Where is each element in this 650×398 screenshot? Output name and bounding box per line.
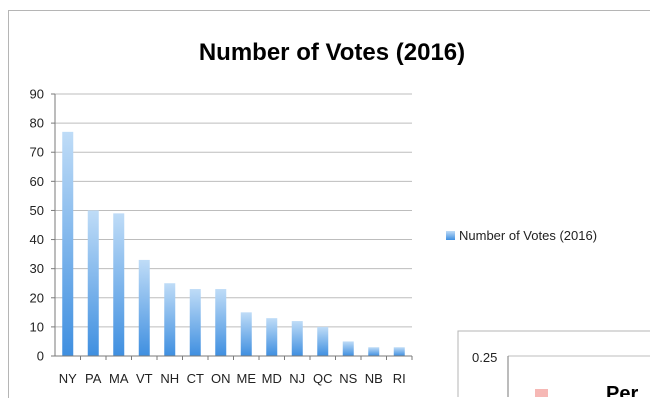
bar-me	[240, 312, 252, 356]
x-tick-label: MD	[262, 371, 282, 386]
x-tick-label: ME	[237, 371, 257, 386]
x-axis-ticks: NY PA MA VT NH CT ON ME MD NJ QC NS NB RI	[59, 356, 413, 386]
x-tick-label: CT	[187, 371, 204, 386]
secondary-chart-title: Per	[606, 383, 638, 397]
legend-swatch	[446, 231, 455, 240]
y-tick-label: 10	[30, 319, 44, 334]
secondary-y-tick: 0.25	[472, 350, 497, 365]
x-tick-label: NB	[365, 371, 383, 386]
x-tick-label: VT	[136, 371, 153, 386]
bars	[62, 131, 405, 356]
gridlines	[55, 93, 412, 328]
y-tick-label: 20	[30, 290, 44, 305]
y-tick-label: 90	[30, 87, 44, 102]
bar-ri	[393, 347, 405, 356]
bar-ct	[189, 289, 201, 356]
secondary-chart-frame	[457, 330, 650, 397]
y-tick-label: 0	[37, 349, 44, 364]
y-tick-label: 50	[30, 203, 44, 218]
bar-nb	[368, 347, 380, 356]
y-axis-ticks: 0 10 20 30 40 50 60 70 80 90	[30, 87, 55, 364]
legend-label: Number of Votes (2016)	[459, 228, 597, 243]
bar-on	[215, 289, 227, 356]
y-tick-label: 60	[30, 174, 44, 189]
x-tick-label: ON	[211, 371, 231, 386]
x-tick-label: NH	[160, 371, 179, 386]
x-tick-label: RI	[393, 371, 406, 386]
y-tick-label: 40	[30, 232, 44, 247]
bar-md	[266, 318, 278, 356]
bar-ma	[113, 213, 125, 356]
bar-ny	[62, 131, 74, 356]
x-tick-label: PA	[85, 371, 102, 386]
bar-nj	[291, 321, 303, 356]
bar-vt	[138, 259, 150, 356]
y-tick-label: 80	[30, 116, 44, 131]
x-tick-label: NJ	[289, 371, 305, 386]
y-tick-label: 30	[30, 261, 44, 276]
secondary-legend-swatch	[535, 389, 548, 397]
bar-nh	[164, 283, 176, 356]
y-tick-label: 70	[30, 145, 44, 160]
x-tick-label: NS	[339, 371, 357, 386]
bar-ns	[342, 341, 354, 356]
x-tick-label: MA	[109, 371, 129, 386]
bar-pa	[87, 210, 99, 356]
x-tick-label: NY	[59, 371, 77, 386]
bar-qc	[317, 326, 329, 356]
x-tick-label: QC	[313, 371, 333, 386]
legend: Number of Votes (2016)	[446, 228, 597, 243]
chart-title: Number of Votes (2016)	[199, 39, 465, 66]
secondary-chart: 0.25 Per	[457, 330, 650, 397]
